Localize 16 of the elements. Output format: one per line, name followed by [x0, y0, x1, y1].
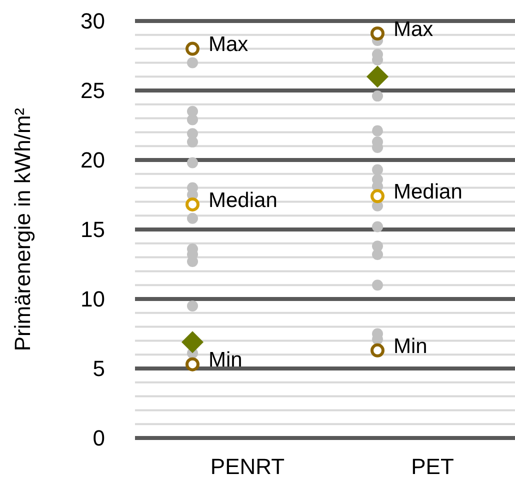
series-label: Max	[208, 33, 249, 56]
y-tick-label: 25	[80, 78, 105, 104]
y-tick-label: 0	[92, 426, 105, 451]
y-tick-label: 30	[80, 8, 105, 34]
y-tick-label: 20	[80, 148, 105, 173]
x-tick-label: PET	[411, 454, 454, 479]
series-label: Median	[208, 188, 278, 212]
y-tick-label: 10	[80, 286, 105, 312]
y-tick-label: 5	[92, 356, 105, 382]
x-tick-label: PENRT	[210, 454, 285, 479]
text: Max	[394, 18, 434, 41]
text: Min	[394, 334, 428, 358]
y-axis-title: Primärenergie in kWh/m²	[10, 108, 35, 352]
series-label: Min	[208, 348, 242, 372]
y-tick-label: 15	[80, 217, 105, 242]
text: Median	[394, 180, 462, 204]
